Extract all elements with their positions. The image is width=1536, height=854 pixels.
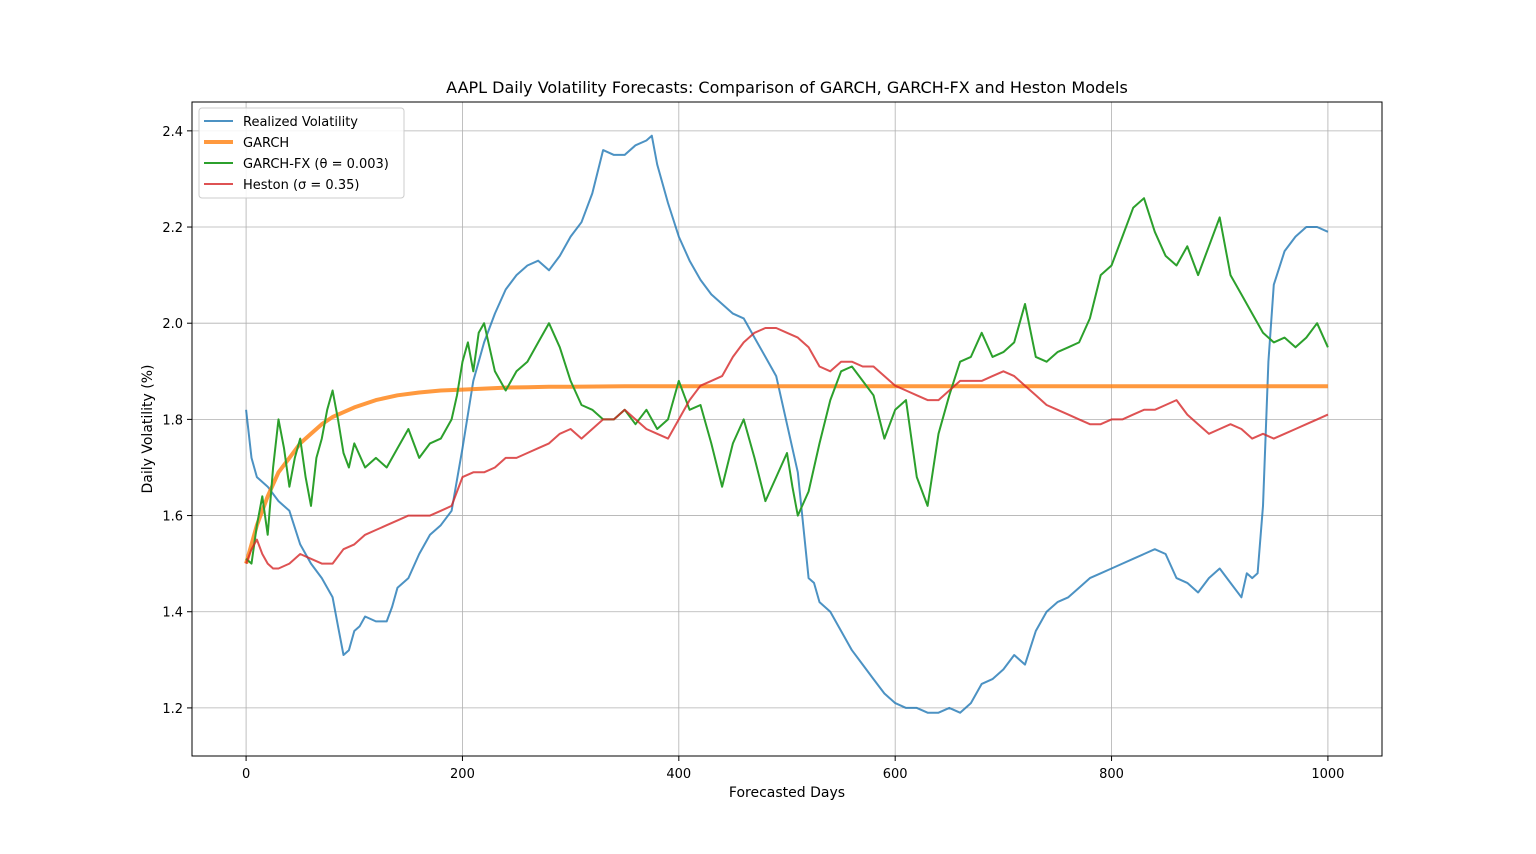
y-axis-label: Daily Volatility (%) (140, 364, 156, 493)
series-line-garch (244, 384, 1328, 565)
legend: Realized Volatility GARCH GARCH-FX (θ = 0.… (198, 107, 405, 199)
x-tick-label: 200 (450, 767, 475, 782)
x-axis-label: Forecasted Days (729, 785, 845, 801)
series-line-realized-volatility (245, 134, 1329, 714)
legend-label: GARCH-FX (θ = 0.003) (243, 157, 389, 172)
legend-label: Heston (σ = 0.35) (243, 178, 359, 193)
y-tick-label: 2.4 (162, 125, 183, 140)
series-lines (244, 134, 1329, 714)
y-tick-label: 1.2 (162, 702, 183, 717)
chart-title: AAPL Daily Volatility Forecasts: Compari… (446, 78, 1128, 97)
y-tick-label: 1.8 (162, 413, 183, 428)
x-tick-label: 800 (1099, 767, 1124, 782)
x-tick-label: 1000 (1311, 767, 1344, 782)
legend-label: Realized Volatility (243, 115, 358, 130)
legend-box (198, 107, 405, 199)
series-line-heston-0-35 (245, 327, 1329, 570)
x-tick-label: 400 (666, 767, 691, 782)
plot-frame (191, 101, 1383, 757)
y-tick-label: 2.2 (162, 221, 183, 236)
legend-label: GARCH (243, 136, 289, 151)
x-tick-label: 0 (242, 767, 250, 782)
y-tick-label: 1.4 (162, 606, 183, 621)
y-tick-label: 1.6 (162, 510, 183, 525)
axis-ticks: 0 200 400 600 800 1000 1.2 1.4 1.6 1.8 2.0 2.2 2.4 (162, 125, 1344, 782)
x-tick-label: 600 (883, 767, 908, 782)
y-tick-label: 2.0 (162, 317, 183, 332)
series-line-garch-fx-0-003 (245, 197, 1329, 565)
